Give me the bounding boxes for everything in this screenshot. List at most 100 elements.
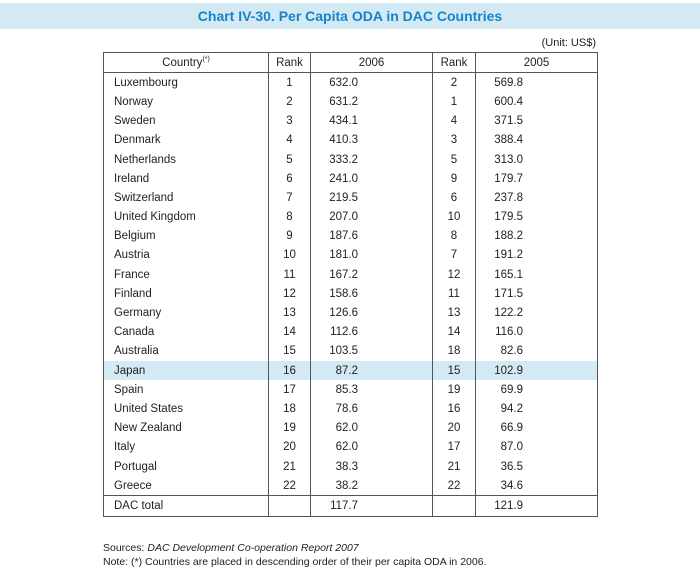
cell: Luxembourg (103, 72, 269, 93)
cell: 410.3 (310, 130, 433, 150)
cell: Switzerland (103, 188, 269, 208)
table-row: Norway 2 631.2 1 600.4 (103, 92, 598, 112)
cell: 15 (432, 361, 476, 381)
cell: 6 (432, 188, 476, 208)
cell: 3 (432, 130, 476, 150)
cell: 62.0 (310, 437, 433, 457)
sources: Sources: DAC Development Co-operation Re… (103, 541, 486, 555)
table-row: Finland 12 158.6 11 171.5 (103, 284, 598, 304)
cell: 241.0 (310, 169, 433, 189)
cell: 179.5 (475, 207, 598, 227)
cell: 179.7 (475, 169, 598, 189)
cell: 66.9 (475, 418, 598, 438)
cell: 9 (432, 169, 476, 189)
cell: 14 (432, 322, 476, 342)
table-row: Austria 10 181.0 7 191.2 (103, 245, 598, 266)
cell: 631.2 (310, 92, 433, 112)
table-row: Denmark 4 410.3 3 388.4 (103, 130, 598, 150)
table-row: Belgium 9 187.6 8 188.2 (103, 226, 598, 246)
cell: 5 (268, 149, 311, 170)
header-cell: Country(*) (103, 51, 269, 74)
cell: 167.2 (310, 265, 433, 285)
cell: 20 (432, 418, 476, 438)
table-row: Canada 14 112.6 14 116.0 (103, 322, 598, 342)
cell: Norway (103, 92, 269, 112)
cell: 117.7 (310, 495, 433, 517)
cell: 36.5 (475, 456, 598, 477)
note: Note: (*) Countries are placed in descen… (103, 556, 487, 568)
cell: Canada (103, 322, 269, 342)
table-row: Switzerland 7 219.5 6 237.8 (103, 188, 598, 208)
cell: 165.1 (475, 265, 598, 285)
table-row: Germany 13 126.6 13 122.2 (103, 303, 598, 323)
cell: Germany (103, 303, 269, 323)
cell: 187.6 (310, 226, 433, 246)
cell: France (103, 265, 269, 285)
cell: 13 (432, 303, 476, 323)
cell: 3 (268, 111, 311, 131)
cell: 1 (268, 72, 311, 93)
cell: 18 (432, 341, 476, 361)
table-row: Spain 17 85.3 19 69.9 (103, 380, 598, 400)
cell: Belgium (103, 226, 269, 246)
empty-cell (432, 495, 476, 517)
cell: 219.5 (310, 188, 433, 208)
table-row: United States 18 78.6 16 94.2 (103, 399, 598, 419)
cell: 7 (268, 188, 311, 208)
cell: 103.5 (310, 341, 433, 361)
cell: 62.0 (310, 418, 433, 438)
cell: 11 (432, 284, 476, 304)
cell: 11 (268, 265, 311, 285)
cell: 371.5 (475, 111, 598, 131)
empty-cell (268, 495, 311, 517)
cell: 85.3 (310, 380, 433, 400)
cell: 632.0 (310, 72, 433, 93)
cell: 181.0 (310, 245, 433, 266)
table-row: France 11 167.2 12 165.1 (103, 265, 598, 285)
cell: 14 (268, 322, 311, 342)
cell: 122.2 (475, 303, 598, 323)
cell: Spain (103, 380, 269, 400)
cell: 10 (432, 207, 476, 227)
cell: 87.0 (475, 437, 598, 457)
cell: 12 (268, 284, 311, 304)
footer: Sources: DAC Development Co-operation Re… (103, 541, 486, 569)
cell: 313.0 (475, 149, 598, 170)
cell: 237.8 (475, 188, 598, 208)
cell: 191.2 (475, 245, 598, 266)
header-cell: Rank (268, 51, 311, 74)
cell: 1 (432, 92, 476, 112)
cell: 207.0 (310, 207, 433, 227)
cell: Netherlands (103, 149, 269, 170)
cell: Australia (103, 341, 269, 361)
cell: 16 (268, 361, 311, 381)
table-row: Sweden 3 434.1 4 371.5 (103, 111, 598, 131)
cell: 569.8 (475, 72, 598, 93)
cell: 102.9 (475, 361, 598, 381)
cell: 4 (268, 130, 311, 150)
cell: 13 (268, 303, 311, 323)
table-row: Luxembourg 1 632.0 2 569.8 (103, 72, 598, 93)
cell: United Kingdom (103, 207, 269, 227)
total-row: DAC total 117.7 121.9 (103, 495, 598, 517)
cell: 82.6 (475, 341, 598, 361)
cell: 19 (268, 418, 311, 438)
cell: 112.6 (310, 322, 433, 342)
table-row: Greece 22 38.2 22 34.6 (103, 476, 598, 496)
cell: Greece (103, 476, 269, 496)
cell: 5 (432, 149, 476, 170)
cell: 116.0 (475, 322, 598, 342)
cell: 8 (268, 207, 311, 227)
cell: Denmark (103, 130, 269, 150)
cell: 15 (268, 341, 311, 361)
cell: 600.4 (475, 92, 598, 112)
unit: (Unit: US$) (541, 37, 596, 49)
cell: 38.3 (310, 456, 433, 477)
table-row: Australia 15 103.5 18 82.6 (103, 341, 598, 361)
cell: 2 (268, 92, 311, 112)
cell: 20 (268, 437, 311, 457)
header-cell: Rank (432, 51, 476, 74)
cell: 34.6 (475, 476, 598, 496)
cell: Austria (103, 245, 269, 266)
cell: 22 (268, 476, 311, 496)
